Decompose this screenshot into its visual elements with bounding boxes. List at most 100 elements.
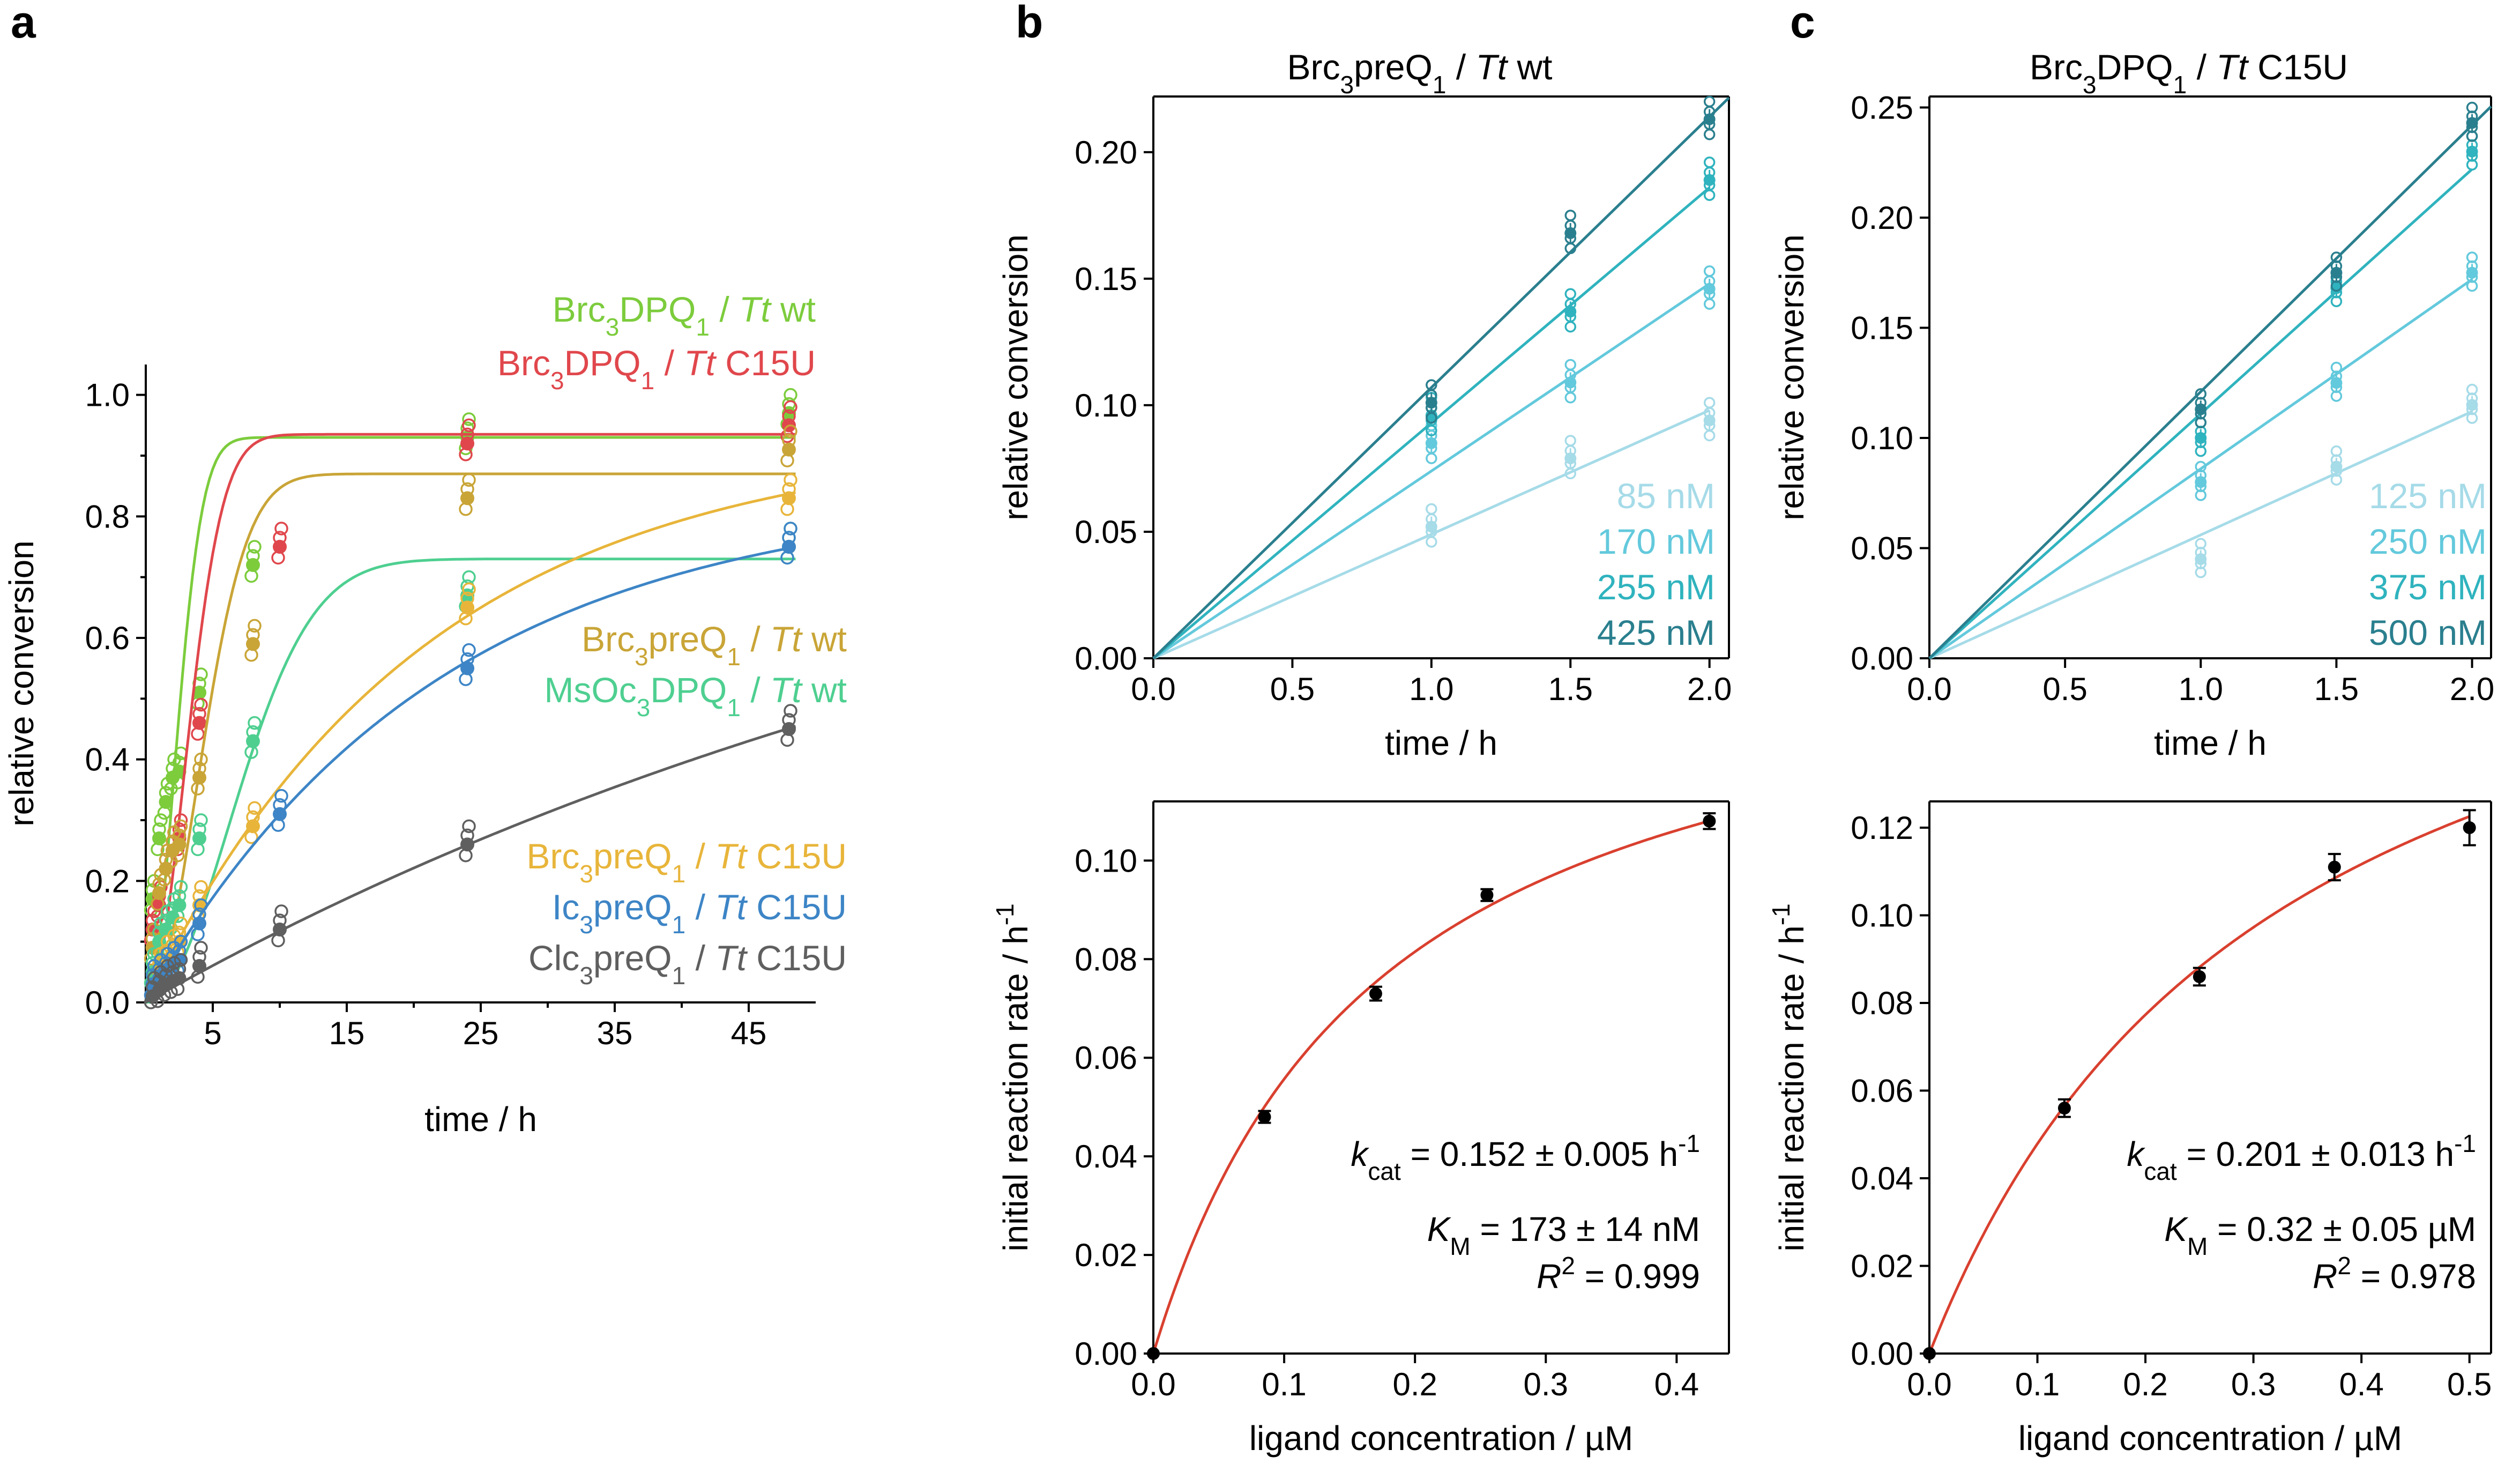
- data-point: [2195, 432, 2207, 444]
- x-axis-label: time / h: [1385, 724, 1497, 762]
- fit-line: [1928, 278, 2473, 660]
- km-symbol: K: [1427, 1210, 1452, 1248]
- y-tick-label: 0.2: [85, 863, 130, 899]
- replicate-point: [462, 418, 476, 433]
- replicate-point: [1703, 298, 1716, 310]
- kcat-sub: cat: [1368, 1157, 1401, 1185]
- data-point: [2057, 1102, 2071, 1115]
- legend-space: [771, 289, 780, 329]
- legend-sub: 3: [579, 962, 593, 990]
- legend-riboswitch: wt: [780, 289, 816, 329]
- fit-line: [1928, 105, 2492, 659]
- legend-ligand: Brc: [526, 836, 579, 876]
- replicate-point: [462, 819, 476, 834]
- data-point: [152, 886, 166, 900]
- data-point: [1703, 113, 1716, 125]
- x-tick-label: 0.5: [2042, 671, 2087, 707]
- legend-separator: /: [710, 289, 739, 329]
- replicate-point: [1564, 435, 1577, 447]
- replicate-point: [1564, 392, 1577, 404]
- replicate-point: [244, 648, 258, 662]
- fit-curve: [145, 433, 796, 1004]
- legend-core: preQ: [593, 887, 672, 927]
- x-tick-label: 2.0: [1687, 671, 1732, 707]
- y-tick-label: 0.08: [1851, 985, 1913, 1021]
- replicate-point: [174, 916, 188, 931]
- legend-core: preQ: [593, 938, 672, 978]
- y-tick-label: 0.06: [1851, 1073, 1913, 1109]
- y-tick-label: 0.00: [1851, 1336, 1913, 1372]
- replicate-point: [780, 454, 794, 467]
- data-point: [2466, 117, 2478, 129]
- replicate-point: [784, 424, 797, 438]
- legend-organism: Tt: [770, 670, 803, 710]
- r2-symbol: R: [1537, 1257, 1561, 1296]
- kcat-annotation: kcat = 0.152 ± 0.005 h-1: [1351, 1129, 1700, 1185]
- y-tick-label: 0.15: [1851, 310, 1913, 346]
- panel-a-chart: 5 15 25 35 45 0.0 0.2 0.4 0.6 0.8 1.0 time / h relat…: [2, 289, 847, 1139]
- replicate-point: [191, 727, 205, 741]
- title-part: Brc: [2030, 47, 2083, 87]
- replicate-point: [2330, 251, 2343, 263]
- y-axis-label-sup: -1: [1767, 903, 1795, 925]
- panel-letter-c: c: [1790, 0, 1815, 47]
- data-point: [192, 686, 206, 700]
- legend-ligand: MsOc: [544, 670, 636, 710]
- r2-sup: 2: [1561, 1252, 1575, 1280]
- data-point: [1703, 414, 1716, 427]
- replicate-point: [1426, 503, 1437, 515]
- legend-riboswitch: C15U: [756, 836, 847, 876]
- data-point: [1703, 174, 1716, 186]
- x-tick-label: 25: [463, 1015, 499, 1051]
- replicate-point: [2195, 538, 2207, 550]
- legend-sub: 3: [637, 694, 651, 722]
- data-point: [1703, 282, 1716, 295]
- legend-entry-4: Brc3preQ1 / Tt C15U: [526, 836, 847, 888]
- title-part: Brc: [1287, 47, 1340, 87]
- data-point: [2328, 860, 2341, 874]
- data-point: [1147, 1347, 1160, 1360]
- x-axis-label: ligand concentration / µM: [1249, 1419, 1633, 1458]
- y-tick-label: 0.10: [1075, 843, 1137, 879]
- legend-sub: 3: [579, 911, 593, 939]
- replicate-point: [462, 582, 476, 597]
- panel-letter-b: b: [1016, 0, 1043, 47]
- replicate-point: [1426, 379, 1437, 391]
- legend-organism: Tt: [715, 938, 748, 978]
- data-point: [1425, 397, 1437, 409]
- y-axis-label: relative conversion: [996, 234, 1035, 521]
- legend-entry-3: 425 nM: [1597, 613, 1715, 652]
- replicate-point: [174, 813, 188, 827]
- y-axis-label-text: initial reaction rate / h: [996, 925, 1035, 1251]
- legend-core: preQ: [593, 836, 672, 876]
- x-tick-label: 0.3: [1524, 1366, 1568, 1402]
- legend-organism: Tt: [715, 836, 748, 876]
- legend-riboswitch: wt: [811, 670, 847, 710]
- series-6: [144, 704, 797, 1009]
- legend-organism: Tt: [739, 289, 772, 329]
- replicate-point: [2466, 251, 2478, 263]
- y-tick-label: 0.08: [1075, 941, 1137, 977]
- data-point: [2330, 377, 2343, 389]
- y-tick-label: 0.15: [1075, 261, 1137, 297]
- y-tick-label: 0.05: [1851, 531, 1913, 567]
- data-point: [152, 831, 166, 845]
- replicate-point: [2195, 388, 2207, 400]
- replicate-point: [1703, 95, 1716, 108]
- title-italic: Tt: [2216, 47, 2249, 87]
- x-tick-label: 0.5: [1270, 671, 1315, 707]
- km-value: = 0.32 ± 0.05 µM: [2208, 1210, 2476, 1248]
- km-annotation: KM = 0.32 ± 0.05 µM: [2164, 1210, 2476, 1260]
- legend-ligand: Ic: [552, 887, 579, 927]
- replicate-point: [154, 813, 168, 827]
- legend-organism: Tt: [684, 343, 717, 383]
- legend-sub: 1: [727, 694, 741, 722]
- data-point: [2195, 553, 2207, 566]
- km-symbol: K: [2164, 1210, 2189, 1248]
- y-tick-label: 0.05: [1075, 514, 1137, 550]
- y-tick-label: 0.10: [1851, 420, 1913, 456]
- legend-entry-0: 125 nM: [2369, 476, 2487, 516]
- replicate-point: [271, 933, 285, 948]
- data-point: [192, 770, 206, 785]
- replicate-point: [194, 880, 208, 894]
